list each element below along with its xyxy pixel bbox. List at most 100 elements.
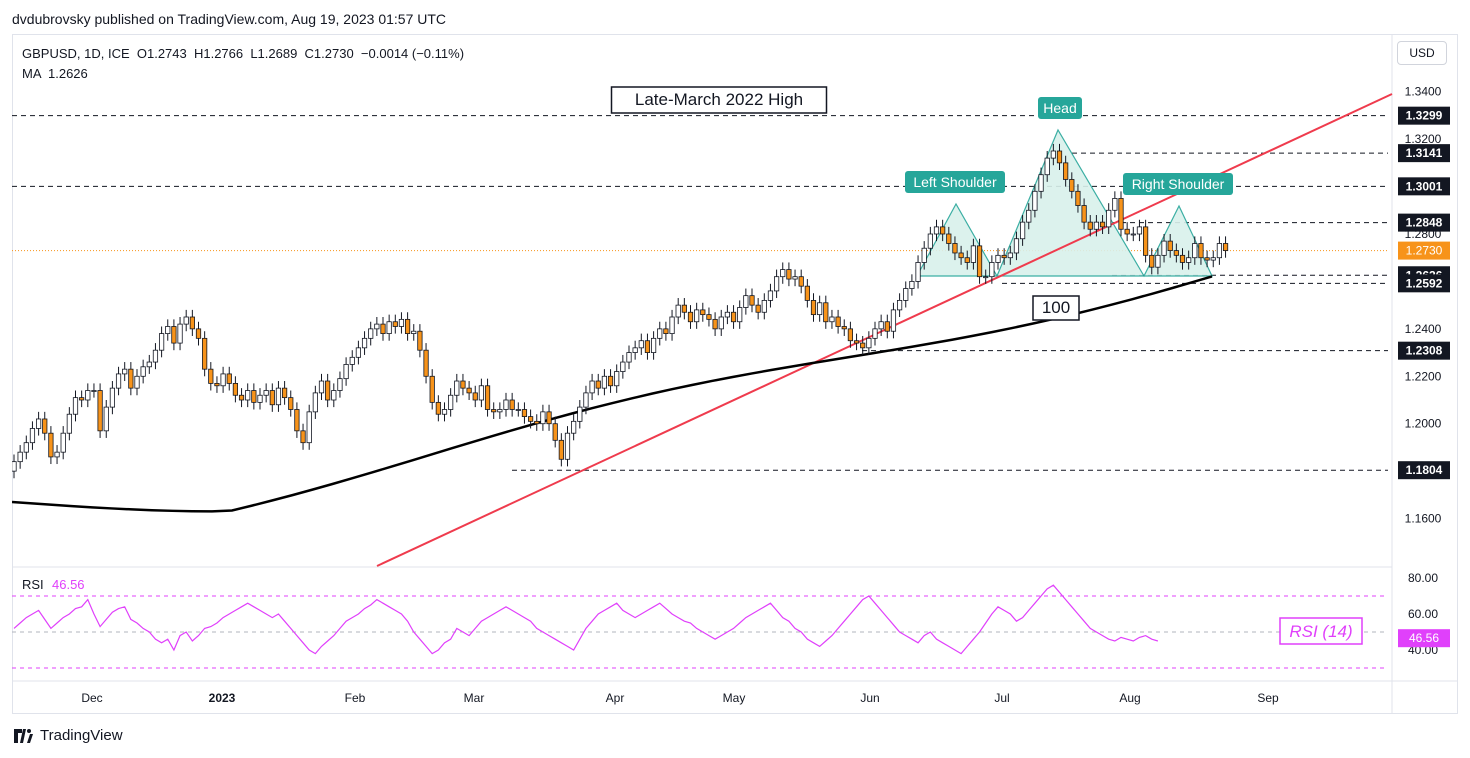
late-march-high-label-box bbox=[610, 86, 828, 114]
candle-up bbox=[675, 304, 681, 318]
candle-up bbox=[312, 392, 318, 413]
candle-up bbox=[454, 380, 460, 396]
time-tick-label: Jul bbox=[994, 691, 1009, 705]
candle-down bbox=[171, 326, 177, 344]
candle-down bbox=[251, 390, 257, 403]
candle-up bbox=[970, 245, 977, 263]
candle-up bbox=[35, 418, 42, 429]
candle-up bbox=[1038, 174, 1044, 192]
candle-down bbox=[238, 394, 245, 401]
candle-up bbox=[109, 387, 115, 408]
candle-up bbox=[921, 247, 927, 263]
symbol-legend: GBPUSD, 1D, ICE O1.2743 H1.2766 L1.2689 … bbox=[22, 46, 465, 61]
candle-up bbox=[411, 330, 417, 335]
candle-up bbox=[257, 394, 263, 403]
candle-down bbox=[786, 269, 792, 280]
candle-down bbox=[964, 257, 970, 263]
candle-up bbox=[66, 413, 72, 434]
candle-up bbox=[134, 375, 140, 389]
price-tick-label: 1.2400 bbox=[1405, 322, 1442, 336]
candle-down bbox=[42, 418, 48, 434]
candle-up bbox=[318, 380, 325, 394]
candle-down bbox=[472, 392, 478, 401]
candle-down bbox=[294, 409, 300, 432]
candle-up bbox=[515, 409, 521, 411]
candle-up bbox=[343, 364, 349, 380]
rsi-value-badge-label: 46.56 bbox=[1409, 631, 1439, 645]
rsi-indicator-tag: RSI (14) bbox=[1289, 622, 1352, 641]
candle-up bbox=[651, 337, 657, 353]
candle-up bbox=[441, 409, 448, 415]
candle-down bbox=[404, 318, 411, 335]
candle-up bbox=[398, 318, 405, 327]
candle-down bbox=[860, 342, 866, 349]
candle-up bbox=[817, 302, 823, 316]
candle-up bbox=[540, 411, 546, 425]
candle-up bbox=[220, 373, 226, 387]
candle-up bbox=[589, 380, 595, 394]
candle-down bbox=[1087, 221, 1093, 230]
candle-up bbox=[1020, 221, 1026, 240]
candle-up bbox=[983, 276, 989, 279]
rsi-tick-label: 60.00 bbox=[1408, 607, 1438, 621]
candle-up bbox=[146, 361, 152, 368]
price-level-badge bbox=[1398, 106, 1450, 125]
candle-down bbox=[1075, 190, 1081, 206]
candle-up bbox=[995, 254, 1001, 263]
candle-up bbox=[829, 316, 835, 323]
candle-up bbox=[337, 378, 343, 391]
candle-up bbox=[903, 288, 909, 301]
candle-up bbox=[1136, 226, 1143, 235]
candle-up bbox=[1093, 221, 1099, 230]
candle-down bbox=[700, 309, 706, 316]
price-level-badge bbox=[1398, 341, 1450, 360]
price-chart[interactable]: 1.34001.32001.28001.24001.22001.20001.16… bbox=[12, 34, 1458, 714]
chart-frame bbox=[12, 34, 1458, 714]
tradingview-logo[interactable]: TradingView bbox=[14, 727, 123, 744]
candle-down bbox=[798, 276, 804, 287]
candle-up bbox=[577, 406, 583, 422]
price-level-badge bbox=[1398, 274, 1450, 293]
candle-up bbox=[85, 390, 91, 401]
candle-up bbox=[1210, 257, 1216, 261]
candle-up bbox=[933, 226, 940, 235]
candle-up bbox=[165, 326, 171, 335]
candle-up bbox=[583, 392, 589, 408]
current-price-badge bbox=[1398, 241, 1450, 260]
candle-down bbox=[607, 375, 614, 387]
candle-up bbox=[60, 432, 66, 453]
price-level-label: 1.2592 bbox=[1406, 276, 1443, 290]
candle-down bbox=[484, 385, 491, 410]
publish-line: dvdubrovsky published on TradingView.com… bbox=[12, 11, 447, 27]
left-shoulder-label: Left Shoulder bbox=[913, 174, 997, 190]
candle-up bbox=[761, 299, 767, 313]
candle-down bbox=[466, 387, 472, 394]
candle-up bbox=[632, 347, 638, 353]
price-level-badge bbox=[1398, 213, 1450, 232]
candle-up bbox=[306, 411, 312, 444]
candle-down bbox=[952, 243, 958, 254]
candle-up bbox=[1155, 254, 1161, 268]
candle-up bbox=[872, 328, 878, 339]
candle-down bbox=[755, 304, 761, 313]
candle-down bbox=[1118, 198, 1124, 230]
candle-up bbox=[767, 290, 774, 301]
candle-down bbox=[706, 314, 712, 320]
candle-up bbox=[571, 420, 577, 434]
candle-up bbox=[245, 390, 251, 401]
currency-button[interactable]: USD bbox=[1397, 41, 1447, 65]
ma-100-label: 100 bbox=[1042, 298, 1070, 317]
candle-down bbox=[687, 311, 694, 323]
candle-down bbox=[460, 380, 466, 389]
candle-up bbox=[140, 366, 146, 377]
candle-up bbox=[1026, 209, 1032, 223]
candle-up bbox=[478, 385, 485, 401]
candle-down bbox=[392, 321, 398, 327]
candle-down bbox=[847, 328, 854, 342]
candle-up bbox=[72, 397, 79, 415]
price-level-label: 1.3299 bbox=[1406, 109, 1443, 123]
candle-up bbox=[1130, 233, 1136, 236]
candle-down bbox=[325, 380, 331, 401]
late-march-high-label: Late-March 2022 High bbox=[635, 90, 803, 109]
candle-up bbox=[103, 406, 109, 432]
